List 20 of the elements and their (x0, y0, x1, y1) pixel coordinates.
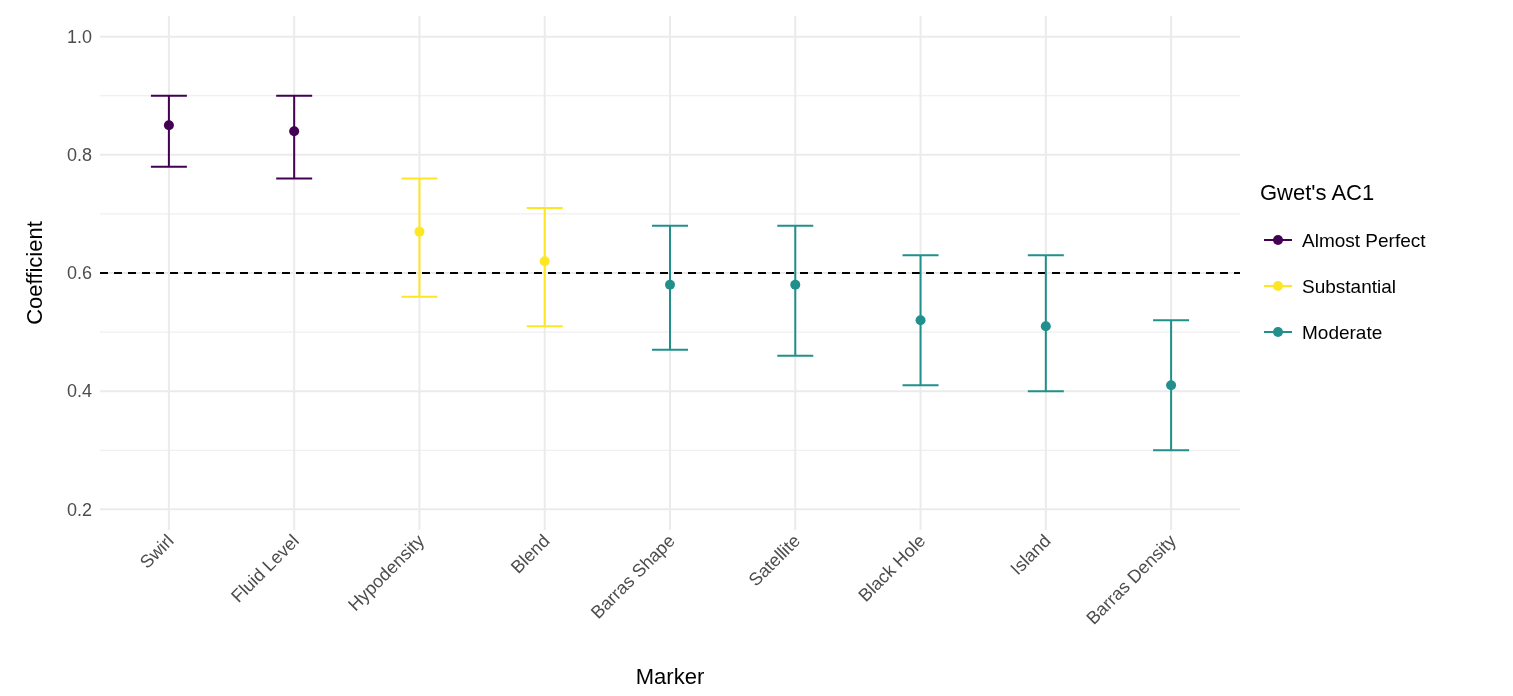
point (1040, 321, 1051, 332)
legend-label: Almost Perfect (1302, 229, 1427, 251)
point (289, 126, 300, 137)
x-axis-title: Marker (635, 664, 705, 689)
legend-label: Moderate (1302, 321, 1383, 343)
point (665, 279, 675, 290)
point (414, 226, 425, 237)
point (163, 120, 174, 131)
legend-title: Gwet's AC1 (1260, 180, 1375, 205)
y-tick-label: 0.6 (66, 263, 92, 284)
legend-label: Substantial (1302, 275, 1397, 297)
point (915, 315, 926, 326)
y-axis-title: Coefficient (22, 221, 47, 325)
y-tick-label: 0.4 (66, 381, 92, 402)
point (790, 279, 801, 290)
point (539, 256, 550, 267)
y-tick-label: 0.8 (66, 145, 92, 166)
y-tick-label: 1.0 (66, 26, 92, 47)
point (1166, 380, 1177, 391)
y-tick-label: 0.2 (66, 499, 92, 520)
